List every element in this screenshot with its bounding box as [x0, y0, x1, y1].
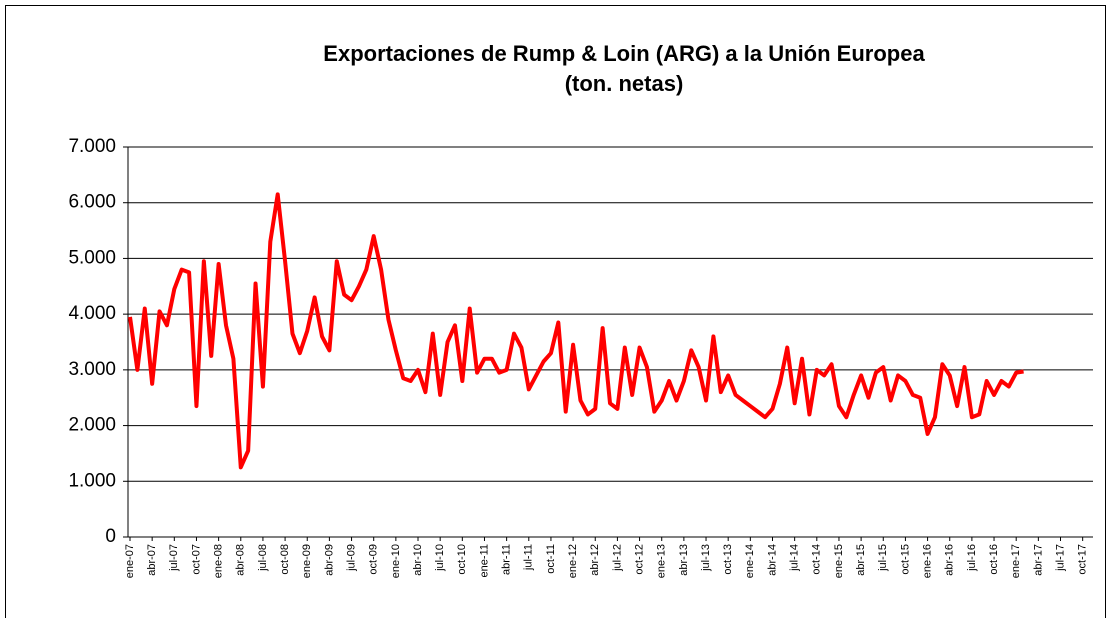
x-tick-label: ene-17 [1010, 544, 1022, 578]
x-tick-label: abr-16 [944, 544, 956, 576]
x-tick-label: oct-10 [456, 544, 468, 575]
x-tick-label: abr-08 [235, 544, 247, 576]
x-tick-label: ene-09 [301, 544, 313, 578]
y-tick-label: 5.000 [68, 247, 116, 268]
y-tick-label: 1.000 [68, 470, 116, 491]
x-tick-label: jul-16 [966, 544, 978, 572]
x-tick-label: oct-12 [633, 544, 645, 575]
x-tick-label: ene-15 [833, 544, 845, 578]
x-tick-label: oct-13 [722, 544, 734, 575]
y-tick-label: 3.000 [68, 359, 116, 380]
x-tick-label: ene-12 [567, 544, 579, 578]
x-tick-label: abr-07 [146, 544, 158, 576]
line-series [128, 192, 1024, 470]
x-tick-label: oct-14 [811, 544, 823, 575]
y-tick-label: 7.000 [68, 136, 116, 157]
x-tick-label: abr-09 [323, 544, 335, 576]
x-tick-label: ene-10 [390, 544, 402, 578]
x-tick-label: oct-11 [545, 544, 557, 574]
x-tick-label: abr-15 [855, 544, 867, 576]
chart-title: (ton. netas) [565, 71, 684, 96]
x-tick-label: jul-13 [700, 544, 712, 572]
x-tick-label: jul-10 [434, 544, 446, 572]
x-tick-label: oct-08 [279, 544, 291, 575]
x-tick-label: jul-09 [345, 544, 357, 572]
x-tick-label: ene-14 [744, 544, 756, 578]
x-tick-label: ene-13 [656, 544, 668, 578]
x-tick-label: ene-16 [921, 544, 933, 578]
x-tick-label: abr-13 [678, 544, 690, 576]
y-tick-label: 2.000 [68, 415, 116, 436]
chart-title: Exportaciones de Rump & Loin (ARG) a la … [323, 41, 925, 66]
x-tick-label: abr-11 [501, 544, 513, 575]
x-tick-label: jul-07 [168, 544, 180, 572]
x-tick-label: jul-15 [877, 544, 889, 572]
chart-border [5, 5, 1106, 618]
y-tick-label: 4.000 [68, 303, 116, 324]
y-tick-label: 6.000 [68, 192, 116, 213]
x-tick-label: oct-09 [368, 544, 380, 575]
x-tick-label: oct-15 [899, 544, 911, 575]
x-tick-label: oct-07 [190, 544, 202, 575]
x-tick-label: jul-11 [523, 544, 535, 571]
x-tick-label: ene-11 [478, 544, 490, 577]
x-tick-label: abr-17 [1032, 544, 1044, 576]
x-tick-label: jul-08 [257, 544, 269, 572]
x-tick-label: oct-17 [1077, 544, 1089, 575]
x-tick-label: jul-14 [789, 544, 801, 572]
x-tick-label: jul-17 [1054, 544, 1066, 572]
x-tick-label: ene-08 [213, 544, 225, 578]
x-tick-label: abr-10 [412, 544, 424, 576]
x-tick-label: abr-12 [589, 544, 601, 576]
y-tick-label: 0 [105, 526, 116, 547]
x-tick-label: jul-12 [611, 544, 623, 572]
x-tick-label: abr-14 [766, 544, 778, 576]
x-tick-label: ene-07 [124, 544, 136, 578]
x-tick-label: oct-16 [988, 544, 1000, 575]
